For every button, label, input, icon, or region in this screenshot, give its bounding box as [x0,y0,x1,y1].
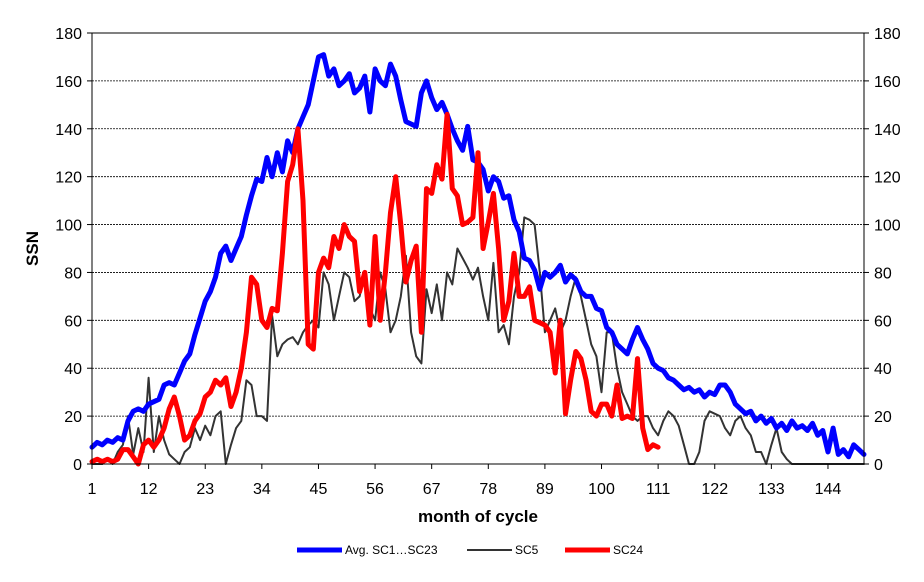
x-axis-title: month of cycle [418,507,538,526]
x-tick-label: 144 [815,481,842,498]
y-tick-label: 140 [55,122,82,139]
y-tick-label: 60 [64,313,82,330]
x-tick-label: 78 [479,481,497,498]
right-y-tick-label: 140 [874,122,901,139]
y-axis-title: SSN [23,231,42,266]
x-tick-label: 45 [310,481,328,498]
x-tick-label: 23 [196,481,214,498]
x-tick-label: 89 [536,481,554,498]
x-tick-label: 100 [588,481,615,498]
right-y-tick-label: 20 [874,409,892,426]
x-tick-label: 133 [758,481,785,498]
legend-label: SC24 [613,543,643,557]
right-y-tick-label: 100 [874,218,901,235]
right-y-axis-ticks: 0 20 40 60 80 100 120 140 160 180 [864,26,901,474]
y-tick-label: 100 [55,218,82,235]
x-tick-label: 56 [366,481,384,498]
plot-area-frame [91,32,865,465]
legend: Avg. SC1…SC23 SC5 SC24 [297,543,643,557]
right-y-tick-label: 0 [874,457,883,474]
y-tick-label: 40 [64,361,82,378]
right-y-tick-label: 180 [874,26,901,43]
x-tick-label: 111 [646,481,670,498]
y-tick-label: 80 [64,265,82,282]
x-tick-label: 122 [701,481,728,498]
x-tick-label: 67 [423,481,441,498]
legend-label: SC5 [515,543,539,557]
series-line-1 [91,216,865,465]
series-line-2 [89,111,661,467]
right-y-tick-label: 80 [874,265,892,282]
right-y-tick-label: 120 [874,170,901,187]
x-axis-ticks: 1 12 23 34 45 56 67 78 89 100 111 122 133 144 [88,464,842,498]
y-tick-label: 160 [55,74,82,91]
right-y-tick-label: 160 [874,74,901,91]
y-tick-label: 0 [73,457,82,474]
right-y-tick-label: 40 [874,361,892,378]
x-tick-label: 12 [140,481,158,498]
y-tick-label: 120 [55,170,82,187]
x-tick-label: 1 [88,481,97,498]
y-tick-label: 180 [55,26,82,43]
right-y-tick-label: 60 [874,313,892,330]
series-lines [89,52,867,467]
gridlines [92,80,864,417]
y-tick-label: 20 [64,409,82,426]
left-y-axis-ticks: 0 20 40 60 80 100 120 140 160 180 [55,26,92,474]
legend-label: Avg. SC1…SC23 [345,543,438,557]
x-tick-label: 34 [253,481,271,498]
